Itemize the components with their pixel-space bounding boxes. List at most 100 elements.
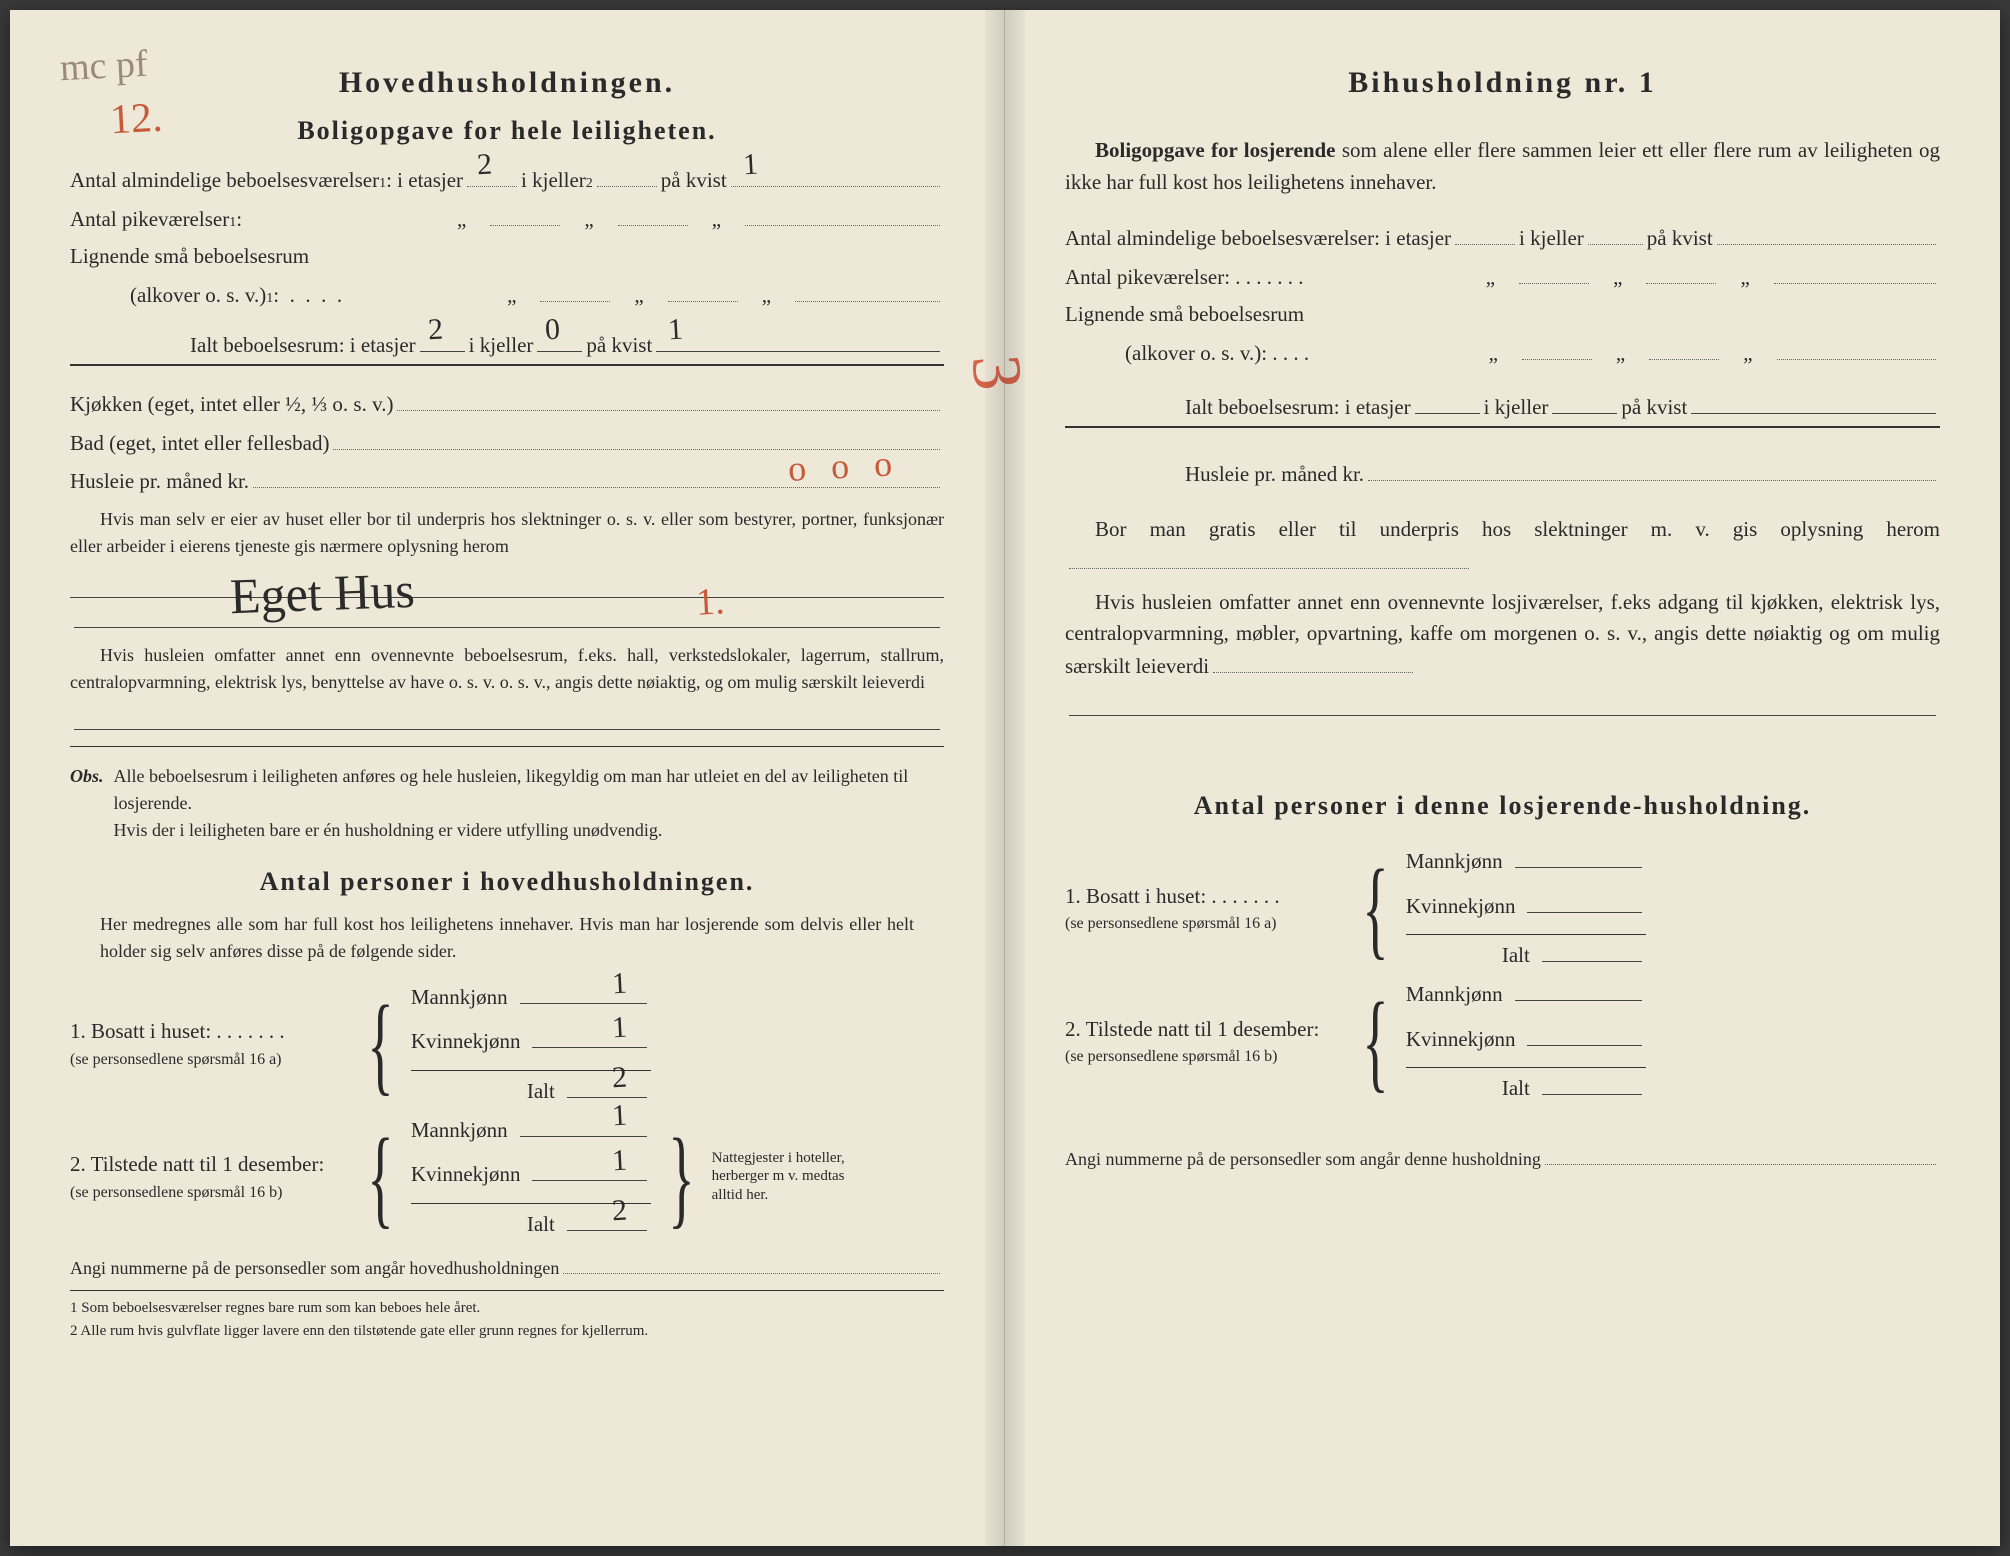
q2-sub: (se personsedlene spørsmål 16 b) xyxy=(70,1181,350,1205)
label: Mannkjønn xyxy=(411,1115,508,1147)
fill-etasjer: 2 xyxy=(467,164,517,187)
label: på kvist xyxy=(1647,223,1713,255)
label: Ialt xyxy=(527,1209,555,1241)
q1-sub: (se personsedlene spørsmål 16 a) xyxy=(70,1048,350,1072)
fill xyxy=(397,388,940,411)
hw-value: o o o xyxy=(787,436,902,496)
angi-line: Angi nummerne på de personsedler som ang… xyxy=(70,1254,944,1282)
label: i kjeller xyxy=(1519,223,1584,255)
fill xyxy=(1519,261,1589,284)
text: Bor man gratis eller til underpris hos s… xyxy=(1095,517,1940,541)
fill xyxy=(618,203,688,226)
hw-value: 1 xyxy=(611,1138,628,1184)
label: Lignende små beboelsesrum xyxy=(1065,299,1940,331)
label: Kjøkken (eget, intet eller ½, ⅓ o. s. v.… xyxy=(70,389,393,421)
left-heading-2: Boligopgave for hele leiligheten. xyxy=(70,111,944,150)
footnotes: 1 Som beboelsesværelser regnes bare rum … xyxy=(70,1290,944,1342)
intro: Boligopgave for losjerende som alene ell… xyxy=(1065,135,1940,198)
brace-icon: { xyxy=(1362,867,1388,950)
brace-icon: { xyxy=(367,1003,393,1086)
fill xyxy=(745,203,940,226)
fill-line xyxy=(74,602,940,628)
label: i kjeller xyxy=(521,165,586,197)
label: på kvist xyxy=(661,165,727,197)
sup: 1 xyxy=(266,288,273,309)
label: Mannkjønn xyxy=(411,982,508,1014)
fill xyxy=(1542,1072,1642,1095)
label: Antal almindelige beboelsesværelser xyxy=(70,165,379,197)
fill: 1 xyxy=(532,1025,646,1048)
label: Husleie pr. måned kr. xyxy=(70,466,249,498)
fill: 1 xyxy=(520,981,647,1004)
para-owner: Hvis man selv er eier av huset eller bor… xyxy=(70,506,944,560)
fill-line xyxy=(1069,690,1936,716)
fill xyxy=(668,279,738,302)
hw-value: 0 xyxy=(544,307,561,353)
fill xyxy=(1515,845,1642,868)
label: Lignende små beboelsesrum xyxy=(70,241,944,273)
para-husleie-extra: Hvis husleien omfatter annet enn ovennev… xyxy=(70,642,944,696)
hw-value: 1 xyxy=(667,307,684,353)
fill-line xyxy=(74,704,940,730)
fill xyxy=(1415,391,1480,414)
fill xyxy=(1646,261,1716,284)
line-kjokken: Kjøkken (eget, intet eller ½, ⅓ o. s. v.… xyxy=(70,388,944,421)
fill xyxy=(1455,222,1515,245)
label: i kjeller xyxy=(469,330,534,362)
fill xyxy=(1527,1023,1641,1046)
fill-kvist: 1 xyxy=(731,164,940,187)
label: Antal pikeværelser: . . . . . . . xyxy=(1065,262,1304,294)
r-line-rooms: Antal almindelige beboelsesværelser: i e… xyxy=(1065,222,1940,255)
hw-value: 1 xyxy=(611,1005,628,1051)
fill xyxy=(1545,1145,1936,1165)
fill xyxy=(1213,650,1413,673)
fill xyxy=(1368,458,1936,481)
hw-value: 2 xyxy=(611,1187,628,1233)
fill xyxy=(1588,222,1643,245)
line-ialt: Ialt beboelsesrum: i etasjer 2 i kjeller… xyxy=(70,329,944,366)
label: Husleie pr. måned kr. xyxy=(1185,459,1364,491)
hw-value: 2 xyxy=(427,307,444,353)
label: Antal pikeværelser xyxy=(70,204,229,236)
right-heading: Bihusholdning nr. 1 xyxy=(1065,60,1940,105)
fill-owner-line: Eget Hus 1. xyxy=(70,568,944,598)
h3-sub: Her medregnes alle som har full kost hos… xyxy=(70,911,944,965)
sup: 2 xyxy=(586,173,593,194)
label: Angi nummerne på de personsedler som ang… xyxy=(70,1255,559,1282)
hw-value: 2 xyxy=(476,142,493,188)
fill xyxy=(1774,261,1936,284)
sup: 1 xyxy=(379,173,386,194)
fill xyxy=(1527,890,1641,913)
r-line-pike: Antal pikeværelser: . . . . . . . „ „ „ xyxy=(1065,261,1940,294)
left-heading-1: Hovedhusholdningen. xyxy=(70,60,944,105)
obs-text: Alle beboelsesrum i leiligheten anføres … xyxy=(114,766,909,813)
r-husleie: Husleie pr. måned kr. xyxy=(1065,458,1940,491)
fill xyxy=(1717,222,1936,245)
q1-label: 1. Bosatt i huset: . . . . . . . xyxy=(1065,881,1345,913)
fill xyxy=(1542,939,1642,962)
fill: 2 xyxy=(420,329,465,352)
intro-bold: Boligopgave for losjerende xyxy=(1095,138,1336,162)
text: Hvis husleien omfatter annet enn ovennev… xyxy=(1065,590,1940,678)
obs-block: Obs. Alle beboelsesrum i leiligheten anf… xyxy=(70,763,944,844)
label: Ialt xyxy=(1502,1073,1530,1105)
label: Antal almindelige beboelsesværelser: i e… xyxy=(1065,223,1451,255)
handwriting-red-12: 12. xyxy=(108,87,164,153)
fill xyxy=(563,1254,940,1274)
r-angi: Angi nummerne på de personsedler som ang… xyxy=(1065,1145,1940,1173)
r-para2: Hvis husleien omfatter annet enn ovennev… xyxy=(1065,587,1940,683)
label: Mannkjønn xyxy=(1406,846,1503,878)
label: Ialt beboelsesrum: i etasjer xyxy=(1185,392,1411,424)
line-husleie: Husleie pr. måned kr. o o o xyxy=(70,465,944,498)
fill xyxy=(1552,391,1617,414)
label: Bad (eget, intet eller fellesbad) xyxy=(70,428,329,460)
fill: 2 xyxy=(567,1075,647,1098)
h3-persons: Antal personer i hovedhusholdningen. xyxy=(70,862,944,901)
brace-icon: { xyxy=(367,1136,393,1219)
label: Kvinnekjønn xyxy=(411,1159,521,1191)
label: Mannkjønn xyxy=(1406,979,1503,1011)
fill: 2 xyxy=(567,1208,647,1231)
obs-label: Obs. xyxy=(70,763,104,844)
right-page: Bihusholdning nr. 1 Boligopgave for losj… xyxy=(1005,10,2000,1546)
hw-value: 1 xyxy=(611,1093,628,1139)
